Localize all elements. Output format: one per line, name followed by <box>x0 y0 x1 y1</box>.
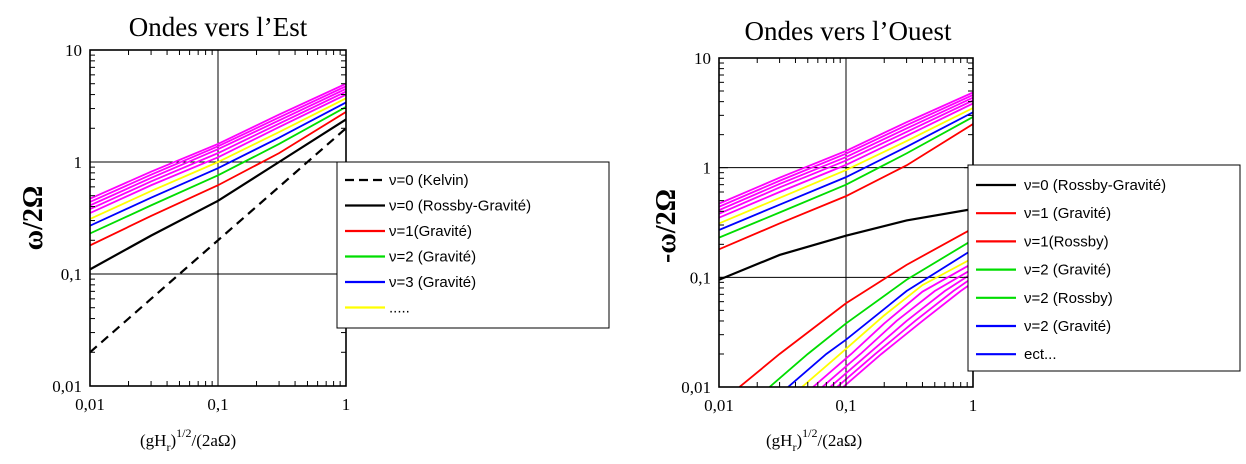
x-axis-label-part: r <box>166 440 170 454</box>
y-tick-label: 10 <box>65 41 82 60</box>
legend-label: ν=0 (Rossby-Gravité) <box>1024 177 1166 194</box>
x-axis-label-part: (gH <box>766 431 792 450</box>
series-line <box>768 239 973 387</box>
y-tick-label: 0,1 <box>61 265 82 284</box>
x-tick-label: 0,1 <box>835 396 856 415</box>
legend-label: ect... <box>1024 346 1057 363</box>
series-line <box>719 91 973 205</box>
y-tick-label: 1 <box>703 159 712 178</box>
y-tick-label: 0,01 <box>52 377 82 396</box>
legend-box <box>336 161 610 329</box>
series-line <box>787 248 973 387</box>
y-tick-label: 0,1 <box>690 268 711 287</box>
series-line <box>90 93 346 214</box>
series-line <box>90 88 346 207</box>
x-tick-label: 0,01 <box>704 396 734 415</box>
series-line <box>719 94 973 208</box>
chart-title: Ondes vers l’Est <box>129 12 308 42</box>
legend-label: ν=1(Rossby) <box>1024 233 1109 250</box>
x-axis-label-part: /(2aΩ) <box>191 431 236 450</box>
chart-title: Ondes vers l’Ouest <box>745 16 952 46</box>
y-tick-label: 0,01 <box>681 378 711 397</box>
chart-west-waves: Ondes vers l’Ouest -ω/2Ω (gHr)1/2/(2aΩ) 0,0… <box>651 16 1241 454</box>
legend-label: ν=2 (Gravité) <box>1024 262 1111 279</box>
series-line <box>738 227 973 387</box>
legend-box <box>967 164 1241 372</box>
y-tick-label: 10 <box>694 49 711 68</box>
x-axis-label: (gHr)1/2/(2aΩ) <box>766 426 862 454</box>
y-axis-label: -ω/2Ω <box>651 189 682 263</box>
series-group <box>90 82 346 354</box>
legend-label: ν=0 (Rossby-Gravité) <box>389 198 531 215</box>
series-line <box>90 97 346 220</box>
x-axis-label-part: ) <box>170 431 176 450</box>
legend-label: ν=2 (Gravité) <box>1024 318 1111 335</box>
series-line <box>719 102 973 219</box>
legend-label: ν=1 (Gravité) <box>1024 205 1111 222</box>
series-line <box>90 90 346 210</box>
series-line <box>719 207 973 281</box>
series-line <box>90 111 346 247</box>
series-line <box>719 123 973 251</box>
series-line <box>801 257 973 387</box>
legend-label: ν=2 (Rossby) <box>1024 290 1113 307</box>
x-tick-label: 1 <box>342 395 351 414</box>
series-group <box>719 91 973 387</box>
series-line <box>90 101 346 227</box>
series-line <box>90 82 346 200</box>
series-line <box>719 99 973 215</box>
series-line <box>812 262 973 387</box>
series-line <box>821 267 973 387</box>
x-axis-label-part: ) <box>796 431 802 450</box>
x-tick-label: 0,01 <box>75 395 105 414</box>
series-line <box>719 116 973 239</box>
series-line <box>90 106 346 235</box>
x-axis-label-part: (gH <box>140 431 166 450</box>
legend-label: ..... <box>389 300 410 317</box>
x-axis-label: (gHr)1/2/(2aΩ) <box>140 426 236 454</box>
series-line <box>829 272 973 387</box>
series-line <box>719 111 973 231</box>
y-tick-label: 1 <box>74 153 83 172</box>
x-axis-label-part: /(2aΩ) <box>817 431 862 450</box>
series-line <box>836 276 973 387</box>
series-line <box>719 96 973 211</box>
series-line <box>90 118 346 271</box>
series-line <box>90 127 346 354</box>
legend-label: ν=2 (Gravité) <box>389 249 476 266</box>
legend-label: ν=0 (Kelvin) <box>389 172 469 189</box>
y-axis-label: ω/2Ω <box>18 186 49 251</box>
x-axis-label-part: 1/2 <box>176 426 191 440</box>
series-line <box>842 281 973 387</box>
x-axis-label-part: 1/2 <box>802 426 817 440</box>
series-line <box>719 107 973 225</box>
legend-label: ν=3 (Gravité) <box>389 274 476 291</box>
x-tick-label: 1 <box>969 396 978 415</box>
x-tick-label: 0,1 <box>207 395 228 414</box>
series-line <box>90 85 346 203</box>
x-axis-label-part: r <box>792 440 796 454</box>
legend-label: ν=1(Gravité) <box>389 223 472 240</box>
